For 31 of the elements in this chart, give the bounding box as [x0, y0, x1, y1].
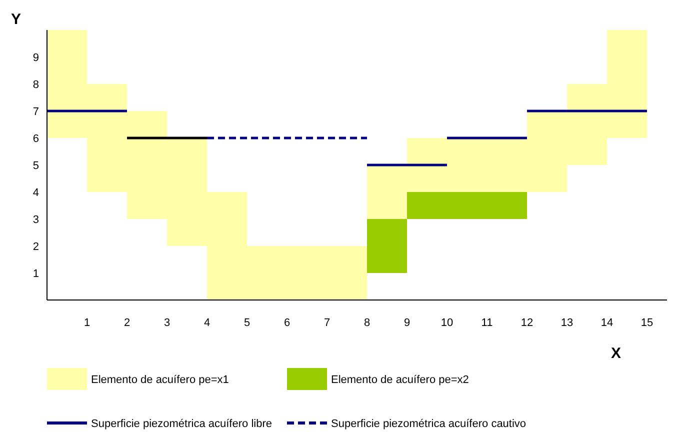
y-tick-label: 5 — [32, 160, 39, 172]
y-tick-label: 2 — [32, 241, 39, 253]
x-tick-label: 15 — [640, 317, 654, 329]
legend-label: Superficie piezométrica acuífero cautivo — [331, 418, 526, 430]
y-tick-label: 4 — [32, 187, 39, 199]
y-tick-label: 8 — [32, 79, 39, 91]
x-tick-label: 10 — [440, 317, 454, 329]
y-tick-label: 1 — [32, 268, 39, 280]
bar — [367, 219, 407, 273]
legend-label: Elemento de acuífero pe=x2 — [331, 374, 469, 386]
y-axis-title: Y — [10, 11, 22, 28]
x-tick-label: 3 — [164, 317, 170, 329]
x-tick-label: 12 — [520, 317, 534, 329]
x-tick-label: 5 — [244, 317, 250, 329]
x-tick-label: 9 — [404, 317, 410, 329]
legend-label: Superficie piezométrica acuífero libre — [91, 418, 272, 430]
x-tick-label: 14 — [600, 317, 614, 329]
x-tick-label: 2 — [124, 317, 130, 329]
y-tick-label: 6 — [32, 133, 39, 145]
x-tick-label: 4 — [204, 317, 210, 329]
y-tick-label: 3 — [32, 214, 39, 226]
x-tick-label: 7 — [324, 317, 330, 329]
y-tick-label: 7 — [32, 106, 39, 118]
x-tick-label: 11 — [481, 317, 493, 329]
x-tick-label: 13 — [560, 317, 574, 329]
x-tick-label: 6 — [284, 317, 290, 329]
y-tick-label: 9 — [32, 52, 39, 64]
x-tick-label: 8 — [364, 317, 370, 329]
legend-label: Elemento de acuífero pe=x1 — [91, 374, 229, 386]
x-tick-label: 1 — [84, 317, 90, 329]
x-axis-title: X — [610, 345, 622, 362]
